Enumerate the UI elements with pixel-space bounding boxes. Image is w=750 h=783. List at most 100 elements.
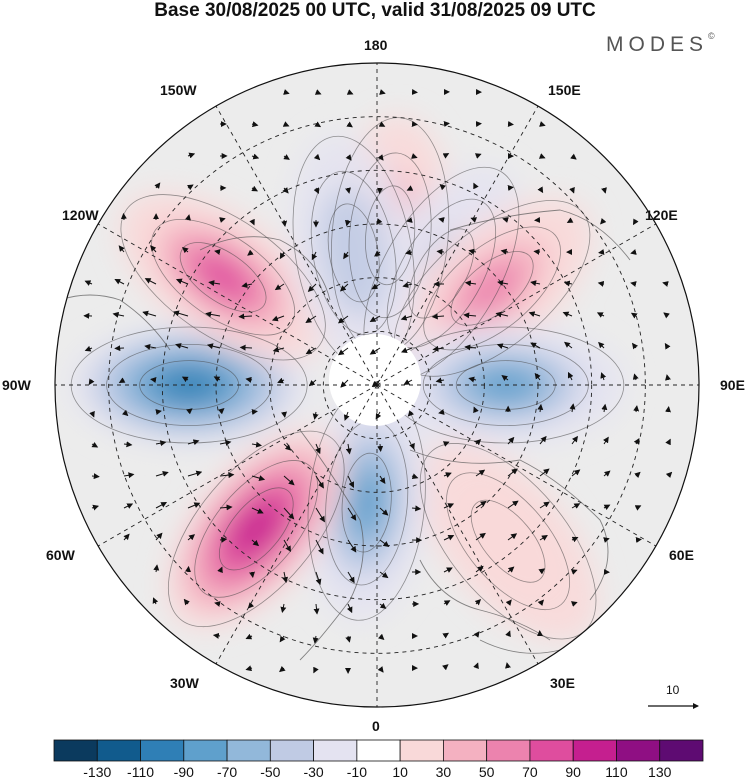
colorbar-swatch — [616, 739, 661, 762]
wind-arrow — [251, 409, 258, 415]
contour-high-east-siberia — [423, 226, 561, 351]
wind-arrow — [411, 153, 418, 159]
colorbar-swatch — [269, 739, 315, 762]
wind-arrow — [502, 217, 509, 223]
wind-arrow — [377, 154, 384, 161]
wind-arrow — [562, 311, 573, 318]
wind-arrow — [473, 182, 479, 190]
wind-arrow — [598, 249, 605, 255]
colorbar-swatch — [529, 739, 574, 762]
wind-arrow — [603, 470, 611, 477]
anomaly-high-alaska-pacific — [195, 254, 252, 301]
wind-arrow — [182, 246, 189, 254]
wind-arrow — [245, 633, 253, 640]
wind-arrow — [539, 435, 547, 445]
wind-arrow — [281, 219, 288, 227]
wind-arrow — [400, 314, 413, 321]
wind-arrow — [443, 600, 451, 606]
wind-arrow — [247, 602, 255, 609]
colorbar-swatch — [140, 739, 185, 762]
wind-arrow — [206, 343, 221, 350]
wind-arrow — [634, 505, 642, 511]
wind-arrow — [571, 469, 581, 477]
wind-arrow — [84, 280, 93, 286]
wind-arrow — [403, 379, 413, 385]
wind-arrow — [571, 536, 579, 543]
wind-arrow — [470, 217, 478, 223]
wind-arrow — [315, 539, 324, 555]
wind-arrow — [406, 185, 414, 191]
wind-arrow — [379, 571, 389, 579]
lon-label-90w: 90W — [2, 377, 31, 393]
wind-arrow — [630, 249, 637, 255]
wind-arrow — [219, 536, 228, 543]
wind-arrow — [218, 408, 225, 415]
wind-arrow — [144, 343, 157, 350]
wind-arrow — [205, 311, 221, 318]
wind-arrow — [274, 283, 285, 291]
wind-arrow — [538, 568, 546, 575]
reference-vector-label: 10 — [666, 683, 680, 697]
contour-high-north-atlantic — [167, 430, 345, 628]
wind-arrow — [155, 502, 168, 509]
wind-arrow — [123, 441, 133, 448]
wind-arrow — [187, 184, 194, 191]
lon-label-120w: 120W — [62, 207, 99, 223]
lon-label-150e: 150E — [548, 82, 581, 98]
wind-arrow — [475, 469, 486, 477]
wind-arrow — [442, 632, 450, 639]
wind-arrow — [539, 468, 550, 477]
wind-arrow — [343, 411, 350, 421]
wind-arrow — [411, 473, 419, 480]
wind-arrow — [475, 500, 487, 509]
wind-arrow — [435, 377, 445, 384]
lon-label-0: 0 — [372, 718, 380, 734]
wind-arrow — [314, 121, 322, 128]
wind-arrow — [219, 217, 226, 223]
wind-arrow — [564, 341, 573, 349]
wind-arrow — [571, 435, 578, 445]
wind-arrow — [571, 601, 578, 607]
wind-arrow — [142, 310, 157, 317]
colorbar-tick-label: 90 — [565, 764, 581, 780]
colorbar-swatch — [183, 739, 228, 762]
wind-arrow — [507, 533, 518, 541]
map-title: Base 30/08/2025 00 UTC, valid 31/08/2025… — [154, 0, 596, 21]
colorbar-tick-label: -90 — [173, 764, 194, 780]
wind-arrow — [313, 666, 319, 674]
wind-arrow — [566, 217, 574, 223]
wind-arrow — [443, 121, 450, 127]
wind-arrow — [308, 379, 317, 387]
anomaly-high-europe — [459, 486, 558, 596]
wind-arrow — [271, 315, 285, 322]
wind-arrow — [369, 315, 381, 323]
wind-arrow — [374, 250, 381, 257]
colorbar-tick-label: -70 — [216, 764, 238, 780]
contour-high-alaska-pacific — [120, 194, 326, 361]
wind-arrow — [632, 373, 639, 381]
wind-arrow — [598, 341, 605, 349]
wind-arrow — [343, 251, 350, 260]
wind-arrow — [601, 187, 607, 194]
wind-arrow — [214, 249, 221, 255]
wind-arrow — [123, 503, 134, 509]
wind-arrow — [597, 280, 605, 287]
contour-high-europe — [470, 499, 546, 583]
colorbar-tick-label: -30 — [303, 764, 324, 780]
wind-arrow — [496, 343, 509, 350]
wind-arrow — [411, 121, 418, 127]
wind-arrow — [474, 599, 482, 606]
colorbar-swatch — [313, 739, 358, 762]
wind-arrow — [665, 406, 671, 413]
wind-arrow — [603, 537, 610, 543]
wind-arrow — [473, 406, 479, 414]
wind-arrow — [238, 313, 253, 320]
wind-arrow — [501, 375, 509, 382]
wind-arrow — [251, 507, 264, 514]
wind-arrow — [187, 152, 196, 159]
modes-logo: MODES© — [606, 31, 715, 57]
lon-label-60e: 60E — [669, 547, 694, 563]
colorbar-tick-label: 110 — [605, 764, 628, 780]
wind-arrow — [185, 214, 191, 221]
wind-arrow — [443, 472, 452, 478]
